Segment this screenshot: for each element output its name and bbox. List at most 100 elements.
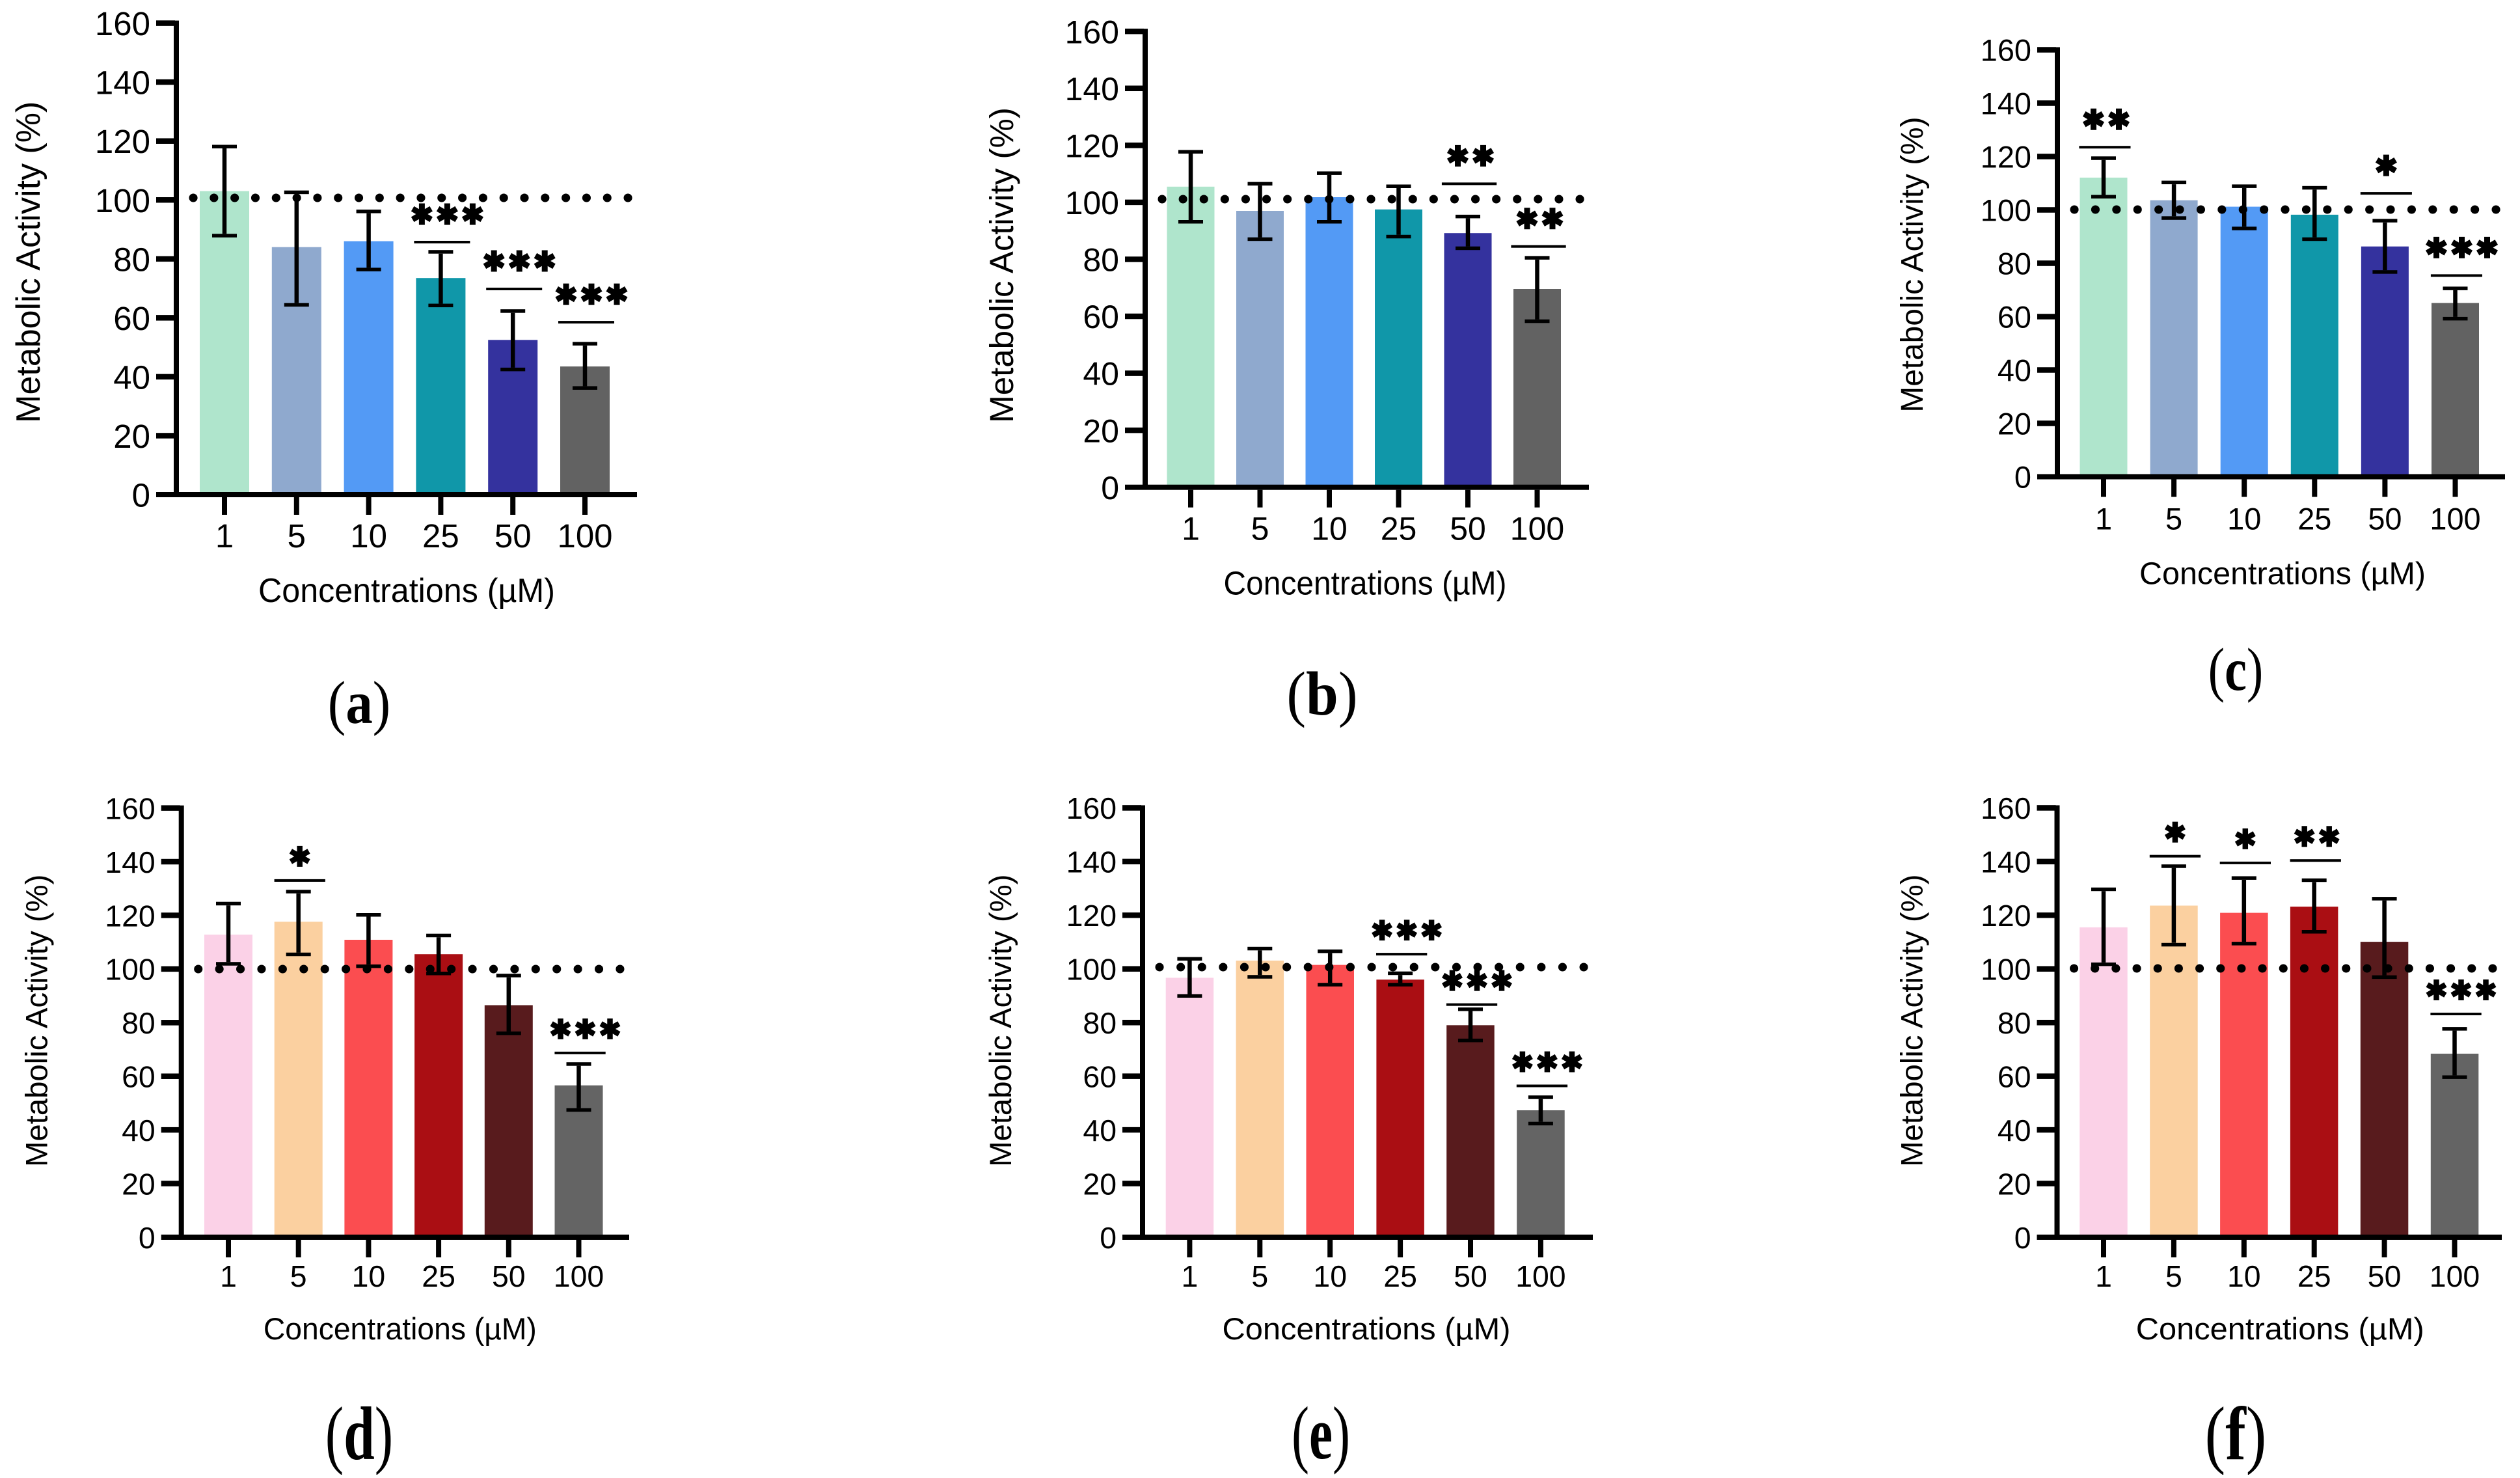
svg-text:Metabolic Activity (%): Metabolic Activity (%) (1895, 874, 1930, 1166)
svg-text:80: 80 (122, 1006, 156, 1040)
svg-text:80: 80 (1998, 247, 2031, 281)
svg-text:80: 80 (1083, 1006, 1117, 1040)
svg-text:50: 50 (2368, 1259, 2402, 1293)
svg-text:20: 20 (1998, 1167, 2031, 1201)
svg-text:120: 120 (95, 123, 150, 160)
svg-text:100: 100 (105, 953, 155, 987)
svg-text:Metabolic Activity (%): Metabolic Activity (%) (10, 102, 47, 423)
svg-text:Metabolic Activity (%): Metabolic Activity (%) (984, 874, 1018, 1166)
svg-text:40: 40 (1998, 1114, 2031, 1147)
svg-text:140: 140 (105, 845, 155, 879)
svg-text:100: 100 (1515, 1259, 1565, 1293)
svg-text:120: 120 (1981, 899, 2031, 933)
svg-text:120: 120 (1066, 899, 1117, 933)
svg-text:Concentrations (µM): Concentrations (µM) (1224, 565, 1507, 602)
svg-text:80: 80 (1083, 242, 1119, 279)
svg-text:5: 5 (1251, 511, 1269, 547)
svg-text:20: 20 (122, 1167, 156, 1201)
svg-text:60: 60 (1998, 301, 2031, 335)
svg-text:10: 10 (1313, 1259, 1347, 1293)
svg-text:Concentrations (µM): Concentrations (µM) (2139, 557, 2426, 592)
svg-text:80: 80 (1998, 1006, 2031, 1040)
svg-text:100: 100 (1510, 511, 1564, 547)
svg-text:(a): (a) (328, 670, 391, 737)
svg-text:(d): (d) (325, 1392, 393, 1475)
svg-text:(e): (e) (1292, 1391, 1350, 1475)
svg-text:25: 25 (422, 1259, 455, 1293)
svg-text:140: 140 (95, 64, 150, 102)
svg-text:160: 160 (1981, 791, 2031, 825)
svg-text:100: 100 (554, 1259, 604, 1293)
svg-text:40: 40 (1083, 356, 1119, 392)
svg-text:5: 5 (2165, 1259, 2182, 1293)
svg-text:5: 5 (290, 1259, 307, 1293)
svg-text:25: 25 (1383, 1259, 1417, 1293)
svg-text:120: 120 (1981, 141, 2031, 174)
svg-text:20: 20 (1083, 1167, 1117, 1201)
svg-text:120: 120 (105, 899, 155, 933)
svg-text:0: 0 (132, 477, 150, 514)
svg-text:Concentrations (µM): Concentrations (µM) (1223, 1312, 1511, 1347)
svg-text:0: 0 (1100, 1221, 1117, 1255)
svg-text:Concentrations (µM): Concentrations (µM) (258, 572, 555, 610)
svg-text:1: 1 (215, 517, 234, 554)
svg-text:5: 5 (1251, 1259, 1268, 1293)
svg-text:0: 0 (2014, 461, 2031, 495)
svg-text:100: 100 (95, 182, 150, 219)
svg-text:140: 140 (1981, 87, 2031, 121)
svg-text:0: 0 (2014, 1221, 2031, 1255)
svg-text:50: 50 (492, 1259, 526, 1293)
svg-text:10: 10 (2227, 1259, 2261, 1293)
svg-text:5: 5 (2165, 502, 2182, 536)
svg-text:1: 1 (2095, 502, 2112, 536)
svg-text:Metabolic Activity (%): Metabolic Activity (%) (983, 107, 1020, 423)
svg-text:120: 120 (1065, 128, 1119, 165)
svg-text:1: 1 (1182, 511, 1200, 547)
svg-text:10: 10 (2227, 502, 2261, 536)
svg-text:50: 50 (495, 517, 532, 554)
svg-text:0: 0 (139, 1221, 156, 1255)
svg-text:60: 60 (113, 300, 150, 337)
svg-text:60: 60 (1083, 1060, 1117, 1094)
svg-text:1: 1 (220, 1259, 237, 1293)
svg-text:Concentrations (µM): Concentrations (µM) (2136, 1312, 2424, 1347)
svg-text:0: 0 (1101, 470, 1119, 506)
svg-text:10: 10 (350, 517, 387, 554)
svg-text:80: 80 (113, 241, 150, 278)
svg-text:160: 160 (1066, 791, 1117, 825)
svg-text:1: 1 (2095, 1259, 2112, 1293)
svg-text:160: 160 (1981, 34, 2031, 68)
svg-text:20: 20 (1998, 407, 2031, 441)
svg-text:Concentrations (µM): Concentrations (µM) (264, 1312, 537, 1347)
svg-text:100: 100 (1065, 185, 1119, 221)
svg-text:100: 100 (1066, 953, 1117, 987)
svg-text:20: 20 (1083, 413, 1119, 449)
svg-text:160: 160 (95, 5, 150, 42)
svg-text:50: 50 (1454, 1259, 1487, 1293)
svg-text:60: 60 (122, 1060, 156, 1094)
svg-text:25: 25 (422, 517, 459, 554)
svg-text:25: 25 (2297, 1259, 2331, 1293)
svg-text:5: 5 (288, 517, 306, 554)
svg-text:60: 60 (1083, 299, 1119, 335)
svg-text:50: 50 (1450, 511, 1486, 547)
svg-text:40: 40 (113, 359, 150, 396)
svg-text:10: 10 (1311, 511, 1348, 547)
svg-text:140: 140 (1065, 71, 1119, 107)
svg-text:40: 40 (1998, 354, 2031, 388)
svg-text:100: 100 (557, 517, 612, 554)
svg-text:(b): (b) (1286, 660, 1357, 728)
svg-text:140: 140 (1981, 845, 2031, 879)
svg-text:40: 40 (122, 1114, 156, 1147)
svg-text:100: 100 (2430, 1259, 2480, 1293)
svg-text:25: 25 (2297, 502, 2331, 536)
svg-text:160: 160 (1065, 14, 1119, 50)
svg-text:160: 160 (105, 791, 155, 825)
svg-text:Metabolic Activity (%): Metabolic Activity (%) (1895, 116, 1930, 412)
svg-text:(f): (f) (2205, 1392, 2267, 1475)
svg-text:100: 100 (1981, 194, 2031, 228)
svg-text:(c): (c) (2208, 636, 2264, 704)
svg-text:1: 1 (1181, 1259, 1198, 1293)
svg-text:Metabolic Activity (%): Metabolic Activity (%) (20, 875, 55, 1167)
svg-text:100: 100 (2430, 502, 2480, 536)
